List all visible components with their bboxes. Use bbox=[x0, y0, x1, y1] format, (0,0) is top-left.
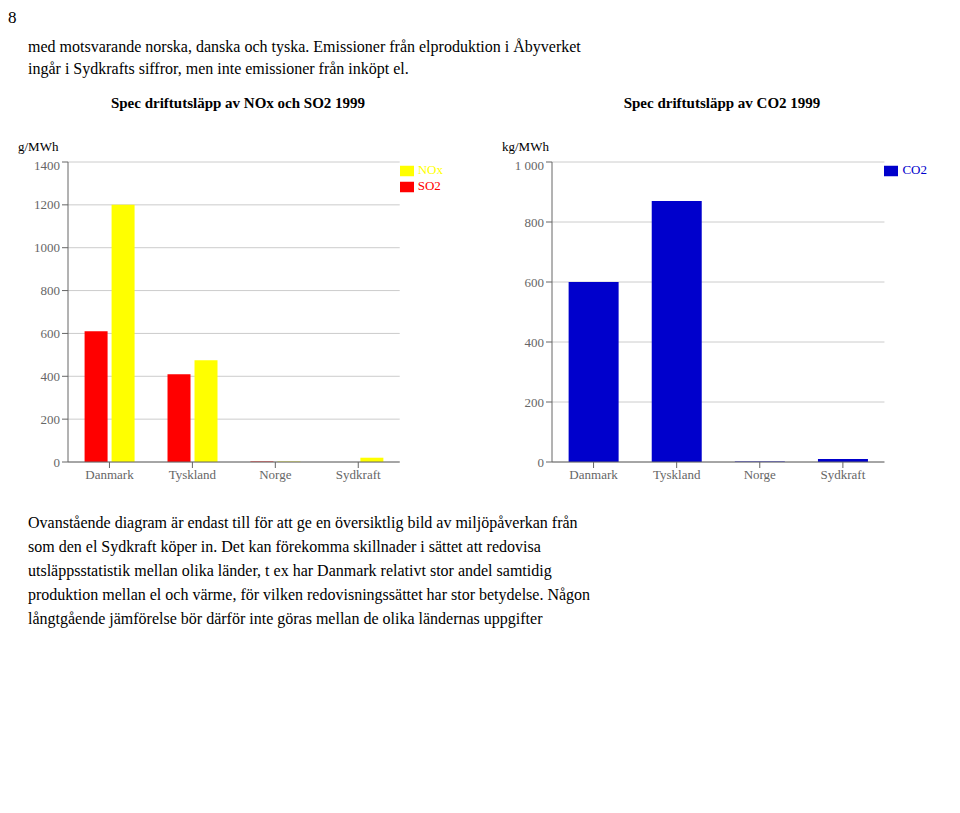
svg-text:Danmark: Danmark bbox=[85, 467, 134, 482]
svg-text:0: 0 bbox=[54, 454, 61, 469]
svg-text:Danmark: Danmark bbox=[569, 467, 618, 482]
html-text:g/MWh: g/MWh bbox=[18, 138, 59, 154]
svg-text:600: 600 bbox=[41, 326, 61, 341]
svg-text:200: 200 bbox=[525, 394, 545, 409]
html-text:Spec driftutsläpp av NOx och S: Spec driftutsläpp av NOx och SO2 1999 bbox=[110, 94, 366, 111]
html-text:Ovanstående diagram är endast: Ovanstående diagram är endast till för a… bbox=[28, 513, 591, 627]
svg-text:1400: 1400 bbox=[34, 157, 60, 172]
svg-text:Tyskland: Tyskland bbox=[653, 467, 701, 482]
svg-text:800: 800 bbox=[525, 214, 545, 229]
html-text:Spec driftutsläpp av CO2 1999: Spec driftutsläpp av CO2 1999 bbox=[623, 94, 821, 111]
svg-text:Sydkraft: Sydkraft bbox=[336, 467, 381, 482]
html-text:NOx: NOx bbox=[417, 161, 443, 177]
svg-text:1000: 1000 bbox=[34, 240, 60, 255]
svg-text:200: 200 bbox=[41, 412, 61, 427]
html-text:kg/MWh: kg/MWh bbox=[502, 138, 549, 154]
svg-text:Sydkraft: Sydkraft bbox=[820, 467, 865, 482]
svg-text:1 000: 1 000 bbox=[515, 157, 544, 172]
svg-text:400: 400 bbox=[525, 334, 545, 349]
svg-text:400: 400 bbox=[41, 369, 61, 384]
svg-text:0: 0 bbox=[538, 454, 545, 469]
html-text:SO2: SO2 bbox=[417, 177, 441, 193]
svg-text:Norge: Norge bbox=[259, 467, 291, 482]
svg-text:Norge: Norge bbox=[744, 467, 776, 482]
svg-text:1200: 1200 bbox=[34, 197, 60, 212]
html-text:CO2: CO2 bbox=[902, 161, 927, 177]
html-text:8: 8 bbox=[8, 8, 17, 27]
svg-text:Tyskland: Tyskland bbox=[169, 467, 217, 482]
html-text:med motsvarande norska, danska: med motsvarande norska, danska och tyska… bbox=[28, 38, 581, 78]
svg-text:800: 800 bbox=[41, 283, 61, 298]
svg-text:600: 600 bbox=[525, 274, 545, 289]
